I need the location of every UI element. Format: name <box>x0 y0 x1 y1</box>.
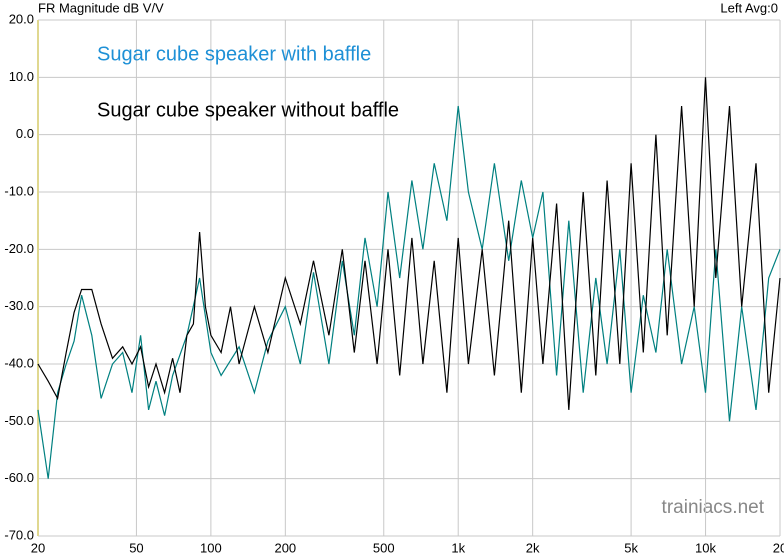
y-tick-label: -50.0 <box>4 413 34 428</box>
y-tick-label: -70.0 <box>4 527 34 542</box>
watermark: trainiacs.net <box>662 497 765 518</box>
x-tick-label: 1k <box>451 540 465 555</box>
y-tick-label: 20.0 <box>9 11 34 26</box>
y-tick-label: -30.0 <box>4 298 34 313</box>
x-tick-label: 100 <box>200 540 222 555</box>
y-tick-label: 10.0 <box>9 69 34 84</box>
x-tick-label: 20 <box>773 540 784 555</box>
x-tick-label: 50 <box>129 540 143 555</box>
channel-info: Left Avg:0 <box>720 0 778 15</box>
y-tick-label: 0.0 <box>16 126 34 141</box>
y-tick-label: -40.0 <box>4 355 34 370</box>
series-line <box>37 105 781 479</box>
chart-title: FR Magnitude dB V/V <box>38 0 164 15</box>
series-label: Sugar cube speaker without baffle <box>97 99 399 121</box>
x-tick-label: 200 <box>274 540 296 555</box>
x-tick-label: 10k <box>695 540 716 555</box>
series-line <box>37 77 781 410</box>
x-tick-label: 5k <box>624 540 638 555</box>
y-tick-label: -10.0 <box>4 183 34 198</box>
series-label: Sugar cube speaker with baffle <box>97 43 371 65</box>
y-tick-label: -60.0 <box>4 470 34 485</box>
x-tick-label: 500 <box>373 540 395 555</box>
x-tick-label: 2k <box>526 540 540 555</box>
y-tick-label: -20.0 <box>4 241 34 256</box>
x-tick-label: 20 <box>31 540 45 555</box>
